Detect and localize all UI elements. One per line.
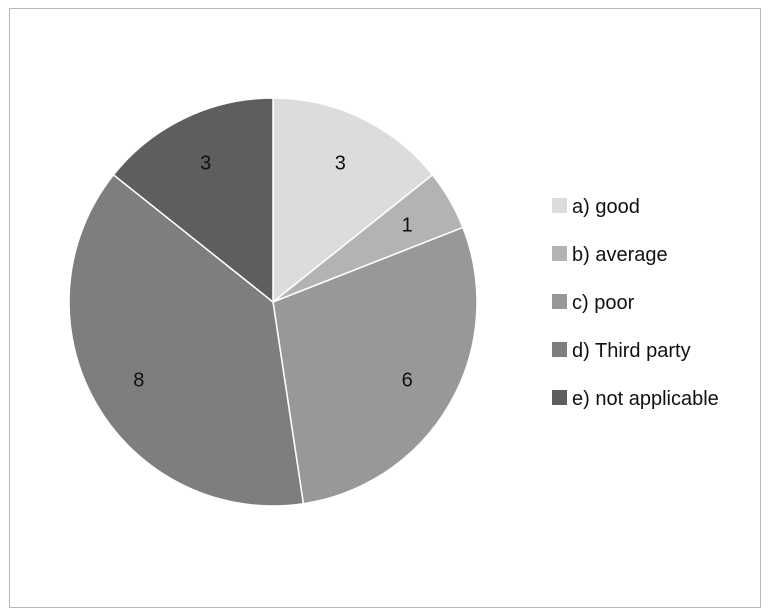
data-label-4: 8 — [133, 370, 144, 392]
pie-slices — [68, 97, 478, 507]
legend-swatch-4 — [552, 342, 567, 357]
pie-slice-3 — [272, 226, 478, 505]
data-label-1: 3 — [335, 152, 346, 174]
pie-chart: 3 1 6 8 3 a) good b) average c) poor d) Third p… — [68, 97, 719, 507]
legend-swatch-2 — [552, 246, 567, 261]
legend-label-3: c) poor — [572, 292, 635, 314]
data-label-2: 1 — [402, 215, 413, 237]
legend-swatch-5 — [552, 390, 567, 405]
legend-label-5: e) not applicable — [572, 388, 719, 410]
pie-data-labels: 3 1 6 8 3 — [133, 152, 413, 391]
legend-label-4: d) Third party — [572, 340, 691, 362]
pie-slice-1 — [272, 97, 434, 304]
data-label-5: 3 — [200, 152, 211, 174]
legend-label-1: a) good — [572, 196, 640, 218]
data-label-3: 6 — [402, 370, 413, 392]
legend-label-2: b) average — [572, 244, 668, 266]
pie-slice-4 — [68, 173, 305, 507]
legend: a) good b) average c) poor d) Third party e)… — [552, 196, 719, 410]
legend-swatch-3 — [552, 294, 567, 309]
pie-slice-5 — [112, 97, 274, 304]
legend-swatch-1 — [552, 198, 567, 213]
